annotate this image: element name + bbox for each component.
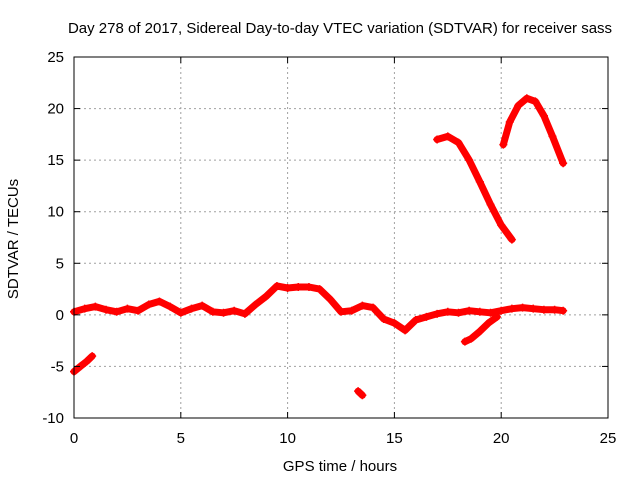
data-point xyxy=(80,304,89,313)
data-points xyxy=(70,94,568,400)
data-point xyxy=(497,306,506,315)
data-point xyxy=(82,357,91,366)
data-point xyxy=(484,319,493,328)
data-point xyxy=(539,111,548,120)
data-point xyxy=(529,304,538,313)
data-point xyxy=(559,159,568,168)
y-tick-label: 25 xyxy=(47,49,64,66)
y-tick-label: 15 xyxy=(47,152,64,169)
data-point xyxy=(283,284,292,293)
data-point xyxy=(379,314,388,323)
plot-frame xyxy=(73,56,609,419)
data-point xyxy=(475,327,484,336)
x-tick-label: 5 xyxy=(177,430,185,447)
data-point xyxy=(454,308,463,317)
data-point xyxy=(443,307,452,316)
data-point xyxy=(550,305,559,314)
data-point xyxy=(326,295,335,304)
series-trace-segment-5 xyxy=(499,94,567,167)
data-point xyxy=(492,312,501,321)
data-point xyxy=(559,306,568,315)
data-point xyxy=(134,306,143,315)
data-point xyxy=(390,319,399,328)
chart-title: Day 278 of 2017, Sidereal Day-to-day VTE… xyxy=(68,20,612,37)
data-point xyxy=(91,302,100,311)
data-point xyxy=(112,307,121,316)
data-point xyxy=(522,94,531,103)
x-tick-label: 20 xyxy=(493,430,510,447)
data-point xyxy=(144,300,153,309)
grid-lines xyxy=(74,57,608,418)
data-point xyxy=(505,117,514,126)
y-tick-label: 5 xyxy=(56,255,64,272)
data-point xyxy=(219,308,228,317)
data-point xyxy=(315,285,324,294)
data-point xyxy=(465,306,474,315)
data-point xyxy=(272,281,281,290)
data-point xyxy=(548,132,557,141)
data-point xyxy=(539,305,548,314)
data-point xyxy=(155,297,164,306)
data-point xyxy=(507,235,516,244)
data-point xyxy=(486,200,495,209)
series-trace-segment-4 xyxy=(433,132,516,244)
data-point xyxy=(358,391,367,400)
data-point xyxy=(176,308,185,317)
x-tick-label: 10 xyxy=(279,430,296,447)
data-point xyxy=(475,177,484,186)
data-point xyxy=(467,334,476,343)
data-point xyxy=(475,307,484,316)
data-point xyxy=(433,135,442,144)
data-point xyxy=(88,352,97,361)
axis-ticks: 0 5 10 15 20 25 -10 -5 0 5 10 15 20 25 xyxy=(42,49,616,447)
data-point xyxy=(422,312,431,321)
data-point xyxy=(354,387,363,396)
y-tick-label: -10 xyxy=(42,410,64,427)
data-point xyxy=(198,301,207,310)
y-tick-label: -5 xyxy=(51,358,64,375)
x-axis-label: GPS time / hours xyxy=(283,458,397,475)
data-point xyxy=(460,337,469,346)
data-point xyxy=(443,132,452,141)
data-point xyxy=(347,306,356,315)
data-point xyxy=(465,156,474,165)
data-point xyxy=(208,307,217,316)
data-point xyxy=(102,305,111,314)
data-point xyxy=(518,303,527,312)
data-point xyxy=(486,308,495,317)
data-point xyxy=(251,300,260,309)
x-tick-label: 0 xyxy=(70,430,78,447)
y-tick-label: 20 xyxy=(47,101,64,118)
data-point xyxy=(304,283,313,292)
data-point xyxy=(531,97,540,106)
y-axis-label: SDTVAR / TECUs xyxy=(5,179,22,299)
data-point xyxy=(123,304,132,313)
data-point xyxy=(499,140,508,149)
data-point xyxy=(411,316,420,325)
data-point xyxy=(294,283,303,292)
y-tick-label: 0 xyxy=(56,307,64,324)
data-point xyxy=(514,101,523,110)
data-point xyxy=(454,138,463,147)
data-point xyxy=(262,292,271,301)
data-point xyxy=(497,221,506,230)
series-trace-segment-1 xyxy=(70,352,96,376)
x-tick-label: 25 xyxy=(600,430,617,447)
data-point xyxy=(166,302,175,311)
data-point xyxy=(240,309,249,318)
data-point xyxy=(230,306,239,315)
data-point xyxy=(337,307,345,316)
data-point xyxy=(433,309,442,318)
data-point xyxy=(369,303,378,312)
data-point xyxy=(187,304,196,313)
x-tick-label: 15 xyxy=(386,430,403,447)
data-point xyxy=(401,326,410,335)
data-point xyxy=(507,304,516,313)
y-tick-label: 10 xyxy=(47,204,64,221)
data-point xyxy=(358,301,367,310)
